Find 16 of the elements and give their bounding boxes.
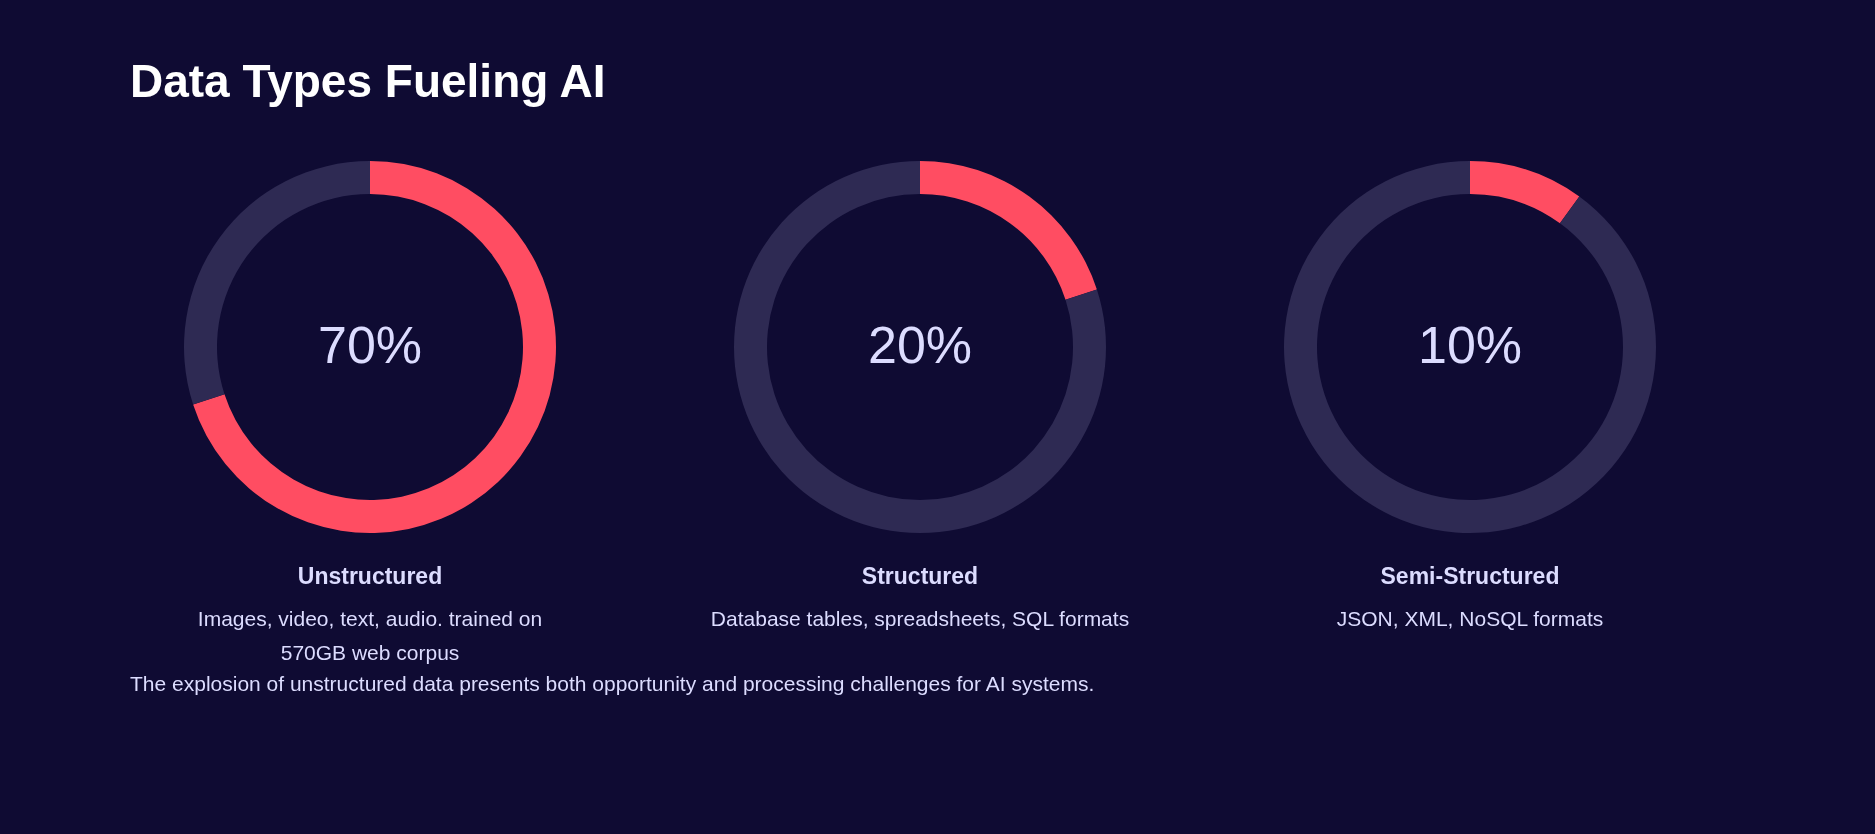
text: The explosion of unstructured data presents both opportunity and processing challenges for AI systems. [130, 672, 1095, 695]
text: Images, video, text, audio. trained on 570GB web corpus [197, 607, 543, 664]
data-label: 10% [1417, 316, 1523, 374]
donut-slice [734, 161, 1106, 533]
donut-slice [1470, 161, 1580, 224]
text: Semi-Structured [1380, 563, 1560, 589]
chart-title: Data Types Fueling AI [130, 55, 606, 107]
donut-slice [193, 161, 556, 533]
text: JSON, XML, NoSQL formats [1336, 607, 1604, 630]
data-label: 20% [867, 316, 973, 374]
text: Structured [861, 563, 979, 589]
donut-slice [1284, 161, 1656, 533]
data-label: 70% [317, 316, 423, 374]
donut-slice [920, 161, 1097, 300]
text: Unstructured [297, 563, 443, 589]
text: Database tables, spreadsheets, SQL formats [710, 607, 1130, 630]
